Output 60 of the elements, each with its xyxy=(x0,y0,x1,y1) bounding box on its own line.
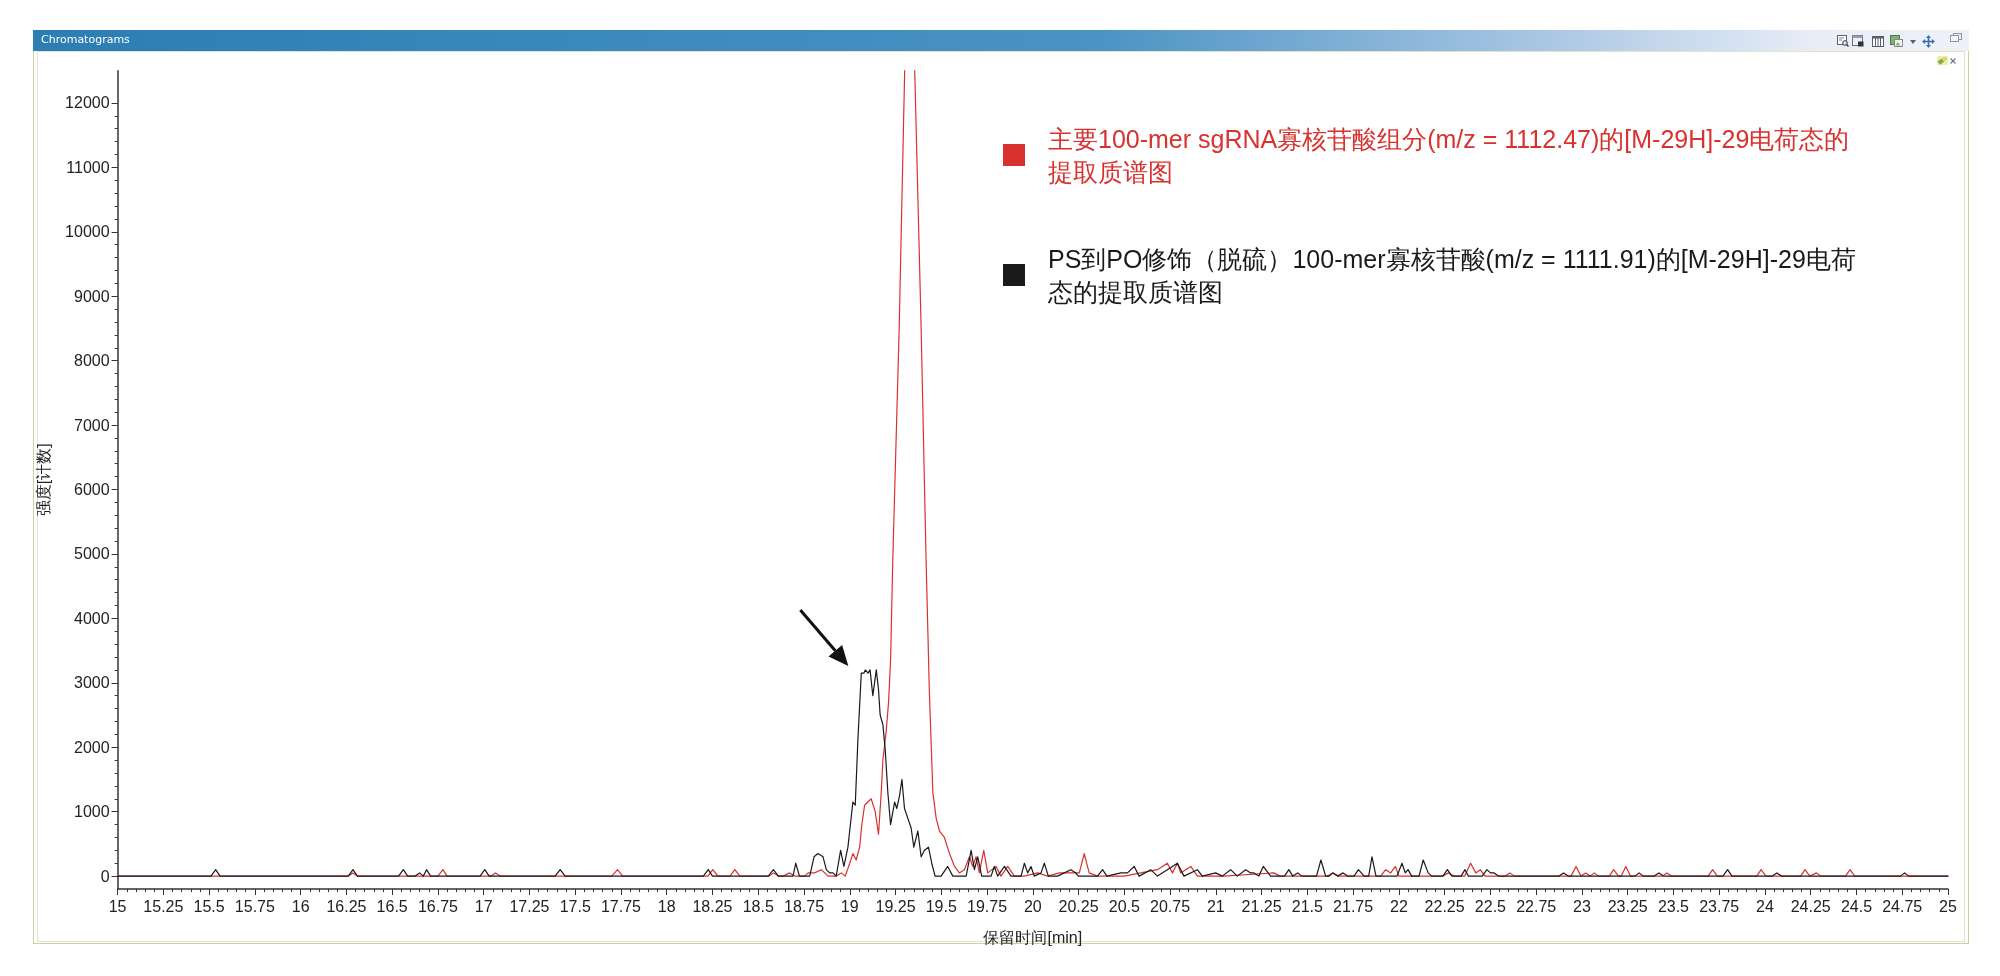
x-tick-label: 15.25 xyxy=(143,897,184,915)
y-tick-label: 12000 xyxy=(65,94,110,112)
x-tick-label: 22 xyxy=(1389,897,1408,915)
chart-title: Chromatograms xyxy=(41,33,130,46)
x-tick-label: 22.5 xyxy=(1474,897,1507,915)
line-series xyxy=(117,669,1949,877)
y-tick-label: 2000 xyxy=(74,738,110,756)
x-tick-label: 18.75 xyxy=(783,897,825,915)
x-tick-label: 17.75 xyxy=(600,897,642,915)
x-tick-label: 21.75 xyxy=(1333,897,1374,915)
y-tick-label: 10000 xyxy=(65,223,110,241)
x-tick-label: 21.5 xyxy=(1291,897,1324,915)
x-tick-label: 16.75 xyxy=(417,897,459,915)
y-tick-label: 0 xyxy=(100,867,110,885)
x-tick-label: 24.5 xyxy=(1840,897,1873,915)
y-tick-label: 4000 xyxy=(74,609,110,627)
x-tick-label: 19.75 xyxy=(967,897,1008,915)
legend-label: PS到PO修饰（脱硫）100-mer寡核苷酸(m/z = 1111.91)的[M-29H]-29电荷态的提取质谱图 xyxy=(1047,244,1856,306)
x-tick-label: 18.25 xyxy=(692,897,733,915)
x-tick-label: 19.25 xyxy=(875,897,916,915)
x-tick-label: 15.75 xyxy=(234,897,275,915)
y-tick-label: 8000 xyxy=(74,352,110,370)
x-tick-label: 23.25 xyxy=(1607,897,1648,915)
x-tick-label: 17.25 xyxy=(509,897,550,915)
x-tick-label: 20.25 xyxy=(1058,897,1099,915)
x-tick-label: 16.5 xyxy=(376,897,408,915)
y-tick-label: 6000 xyxy=(74,481,110,499)
x-tick-label: 22.25 xyxy=(1424,897,1465,915)
x-tick-label: 21 xyxy=(1206,897,1225,915)
x-tick-label: 21.25 xyxy=(1241,897,1282,915)
x-tick-label: 18 xyxy=(657,897,676,915)
y-tick-label: 3000 xyxy=(74,674,110,692)
x-tick-label: 24 xyxy=(1756,897,1774,915)
x-tick-label: 25 xyxy=(1939,897,1957,915)
x-tick-label: 16 xyxy=(291,897,310,915)
x-tick-label: 17 xyxy=(474,897,493,915)
y-tick-label: 11000 xyxy=(66,158,110,176)
x-tick-label: 22.75 xyxy=(1516,897,1557,915)
x-tick-label: 16.25 xyxy=(326,897,367,915)
x-tick-label: 19.5 xyxy=(925,897,957,915)
x-tick-label: 17.5 xyxy=(559,897,591,915)
y-axis-title: 强度[计数] xyxy=(35,443,53,517)
x-tick-label: 24.75 xyxy=(1882,897,1923,915)
x-tick-label: 23.75 xyxy=(1699,897,1740,915)
x-tick-label: 19 xyxy=(840,897,859,915)
x-tick-label: 15 xyxy=(108,897,127,915)
legend-label: 主要100-mer sgRNA寡核苷酸组分(m/z = 1112.47)的[M-29H]-29电荷态的提取质谱图 xyxy=(1048,124,1850,186)
y-tick-label: 5000 xyxy=(74,545,110,563)
x-tick-label: 23 xyxy=(1573,897,1591,915)
x-tick-label: 24.25 xyxy=(1790,897,1831,915)
x-tick-label: 18.5 xyxy=(742,897,774,915)
x-tick-label: 20.5 xyxy=(1108,897,1140,915)
y-tick-label: 1000 xyxy=(74,803,110,821)
x-tick-label: 15.5 xyxy=(193,897,225,915)
x-tick-label: 20.75 xyxy=(1150,897,1191,915)
x-axis-title: 保留时间[min] xyxy=(983,928,1083,946)
x-tick-label: 20 xyxy=(1023,897,1042,915)
y-tick-label: 7000 xyxy=(74,416,110,434)
y-tick-label: 9000 xyxy=(74,287,110,305)
x-tick-label: 23.5 xyxy=(1657,897,1690,915)
